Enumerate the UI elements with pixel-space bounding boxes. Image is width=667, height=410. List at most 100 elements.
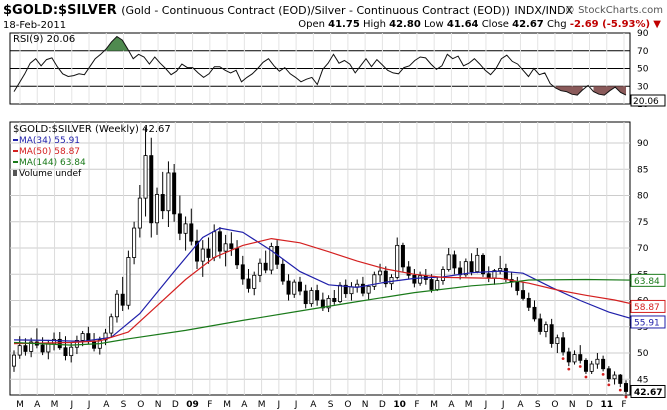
price-tick-85: 85 [637,165,648,175]
candle [303,284,308,309]
candle-body [189,223,194,242]
candle [11,350,16,372]
candle-body [252,274,257,289]
candle [481,253,486,277]
price-tick-45: 45 [637,375,648,385]
candle [297,276,302,296]
candle-body [315,290,320,301]
candle-down-marker [607,383,611,387]
candle [366,284,371,300]
x-axis-label: J [87,400,91,410]
x-axis-label: S [121,400,127,410]
candle [217,227,222,259]
candle [326,295,331,313]
candle [223,234,228,267]
candle [240,255,245,285]
candle [526,292,531,311]
low-label: Low [423,19,444,30]
candle [189,208,194,246]
candle-body [69,346,74,357]
x-axis-label: M [465,400,473,410]
candle [172,164,177,222]
candle [446,248,451,272]
candle [395,237,400,280]
candle-body [40,344,45,353]
candle [263,250,268,274]
value-badges: 63.84 58.87 55.91 42.67 [630,273,666,398]
candle-body [624,383,629,392]
candle [618,374,623,392]
candle [132,221,137,265]
x-axis-label: O [344,400,351,410]
x-axis-label: S [328,400,334,410]
candle [440,266,445,285]
candle [606,366,611,387]
candle [23,338,28,356]
candle-body [172,172,177,215]
x-axis-label: J [501,400,505,410]
value-badge-text: 42.67 [634,388,662,398]
x-axis-label: S [535,400,541,410]
value-badge-text: 55.91 [634,318,660,328]
price-tick-80: 80 [637,192,649,202]
candle-body [303,290,308,305]
candle-body [109,316,114,334]
candle [624,380,629,399]
candle [309,287,314,307]
candle [160,171,165,220]
x-axis-label: 11 [600,400,613,410]
rsi-overbought-fill [106,36,128,51]
candle-body [372,274,377,287]
candle [292,279,297,298]
x-axis-label: J [69,400,73,410]
candle-body [469,261,474,273]
candle-body [183,223,188,234]
symbol-text: $GOLD:$SILVER [3,3,117,18]
candle-body [400,244,405,268]
candle-down-marker [561,357,565,361]
volume-legend-swatch [13,170,17,176]
price-legend-title: $GOLD:$SILVER (Weekly) 42.67 [13,124,171,135]
candle [114,290,119,323]
x-axis-label: F [207,400,212,410]
candle-body [612,374,617,380]
price-tick-75: 75 [637,218,648,228]
candle-body [595,358,600,365]
candle-body [217,231,222,252]
value-badge-box [630,299,666,313]
candle-body [435,280,440,290]
rsi-oversold-fill [555,86,583,96]
candle [555,334,560,353]
x-axis-labels: M A M J J A S O N D 09 F M A M J J A S O N D 10 F M A M J J A S O N D 11 F [16,400,626,410]
x-axis-label: J [484,400,488,410]
candle [69,343,74,363]
candle [475,248,480,274]
candle-body [132,227,137,258]
candle [126,250,131,310]
candle-body [549,324,554,344]
candle [183,216,188,251]
candle [195,229,200,269]
candle-body [486,273,491,279]
candle [549,318,554,348]
x-axis-label: D [586,400,593,410]
price-panel: 90858075706560555045 63.8458.8755.9142.6… [9,121,666,399]
candle-body [149,155,154,224]
candle [154,187,159,235]
candle-body [29,341,34,352]
candle [246,269,251,293]
candle-body [566,351,571,363]
ma50-legend: MA(50) 58.87 [19,147,80,157]
candle-body [446,254,451,270]
candle [257,258,262,283]
copyright-text: © StockCharts.com [564,5,663,16]
candle-body [440,269,445,281]
candle-body [395,244,400,278]
candle-body [406,266,411,276]
candle [200,240,205,277]
candle-body [235,248,240,266]
candle-body [360,283,365,294]
candle-body [383,270,388,285]
volume-legend: Volume undef [19,169,82,179]
